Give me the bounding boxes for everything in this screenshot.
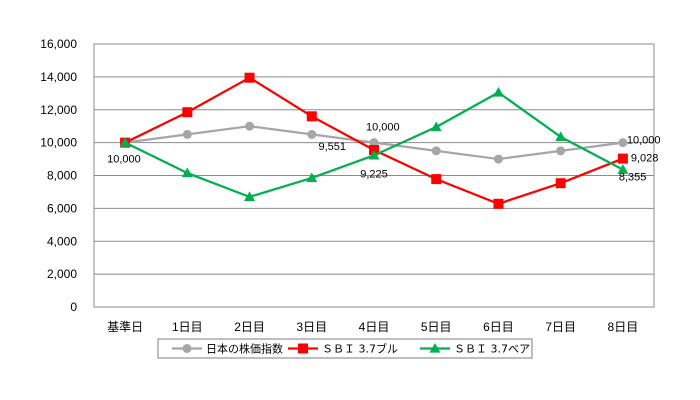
y-tick-label: 6,000 bbox=[47, 201, 77, 215]
legend-swatch-marker bbox=[429, 343, 441, 353]
data-point bbox=[618, 138, 628, 148]
data-point bbox=[555, 178, 566, 189]
data-label: 10,000 bbox=[107, 154, 141, 166]
legend-label: ＳＢＩ 3.7ベア bbox=[454, 343, 530, 356]
data-point bbox=[493, 198, 504, 209]
y-tick-label: 10,000 bbox=[40, 136, 77, 150]
legend-swatch-marker bbox=[182, 344, 192, 353]
data-point bbox=[119, 137, 131, 147]
data-point bbox=[617, 153, 628, 164]
data-point bbox=[182, 129, 192, 139]
legend-box bbox=[157, 338, 533, 359]
data-point bbox=[244, 191, 256, 201]
data-point bbox=[431, 174, 442, 185]
data-label: 8,355 bbox=[619, 172, 647, 184]
y-tick-label: 16,000 bbox=[40, 37, 77, 51]
data-label: 9,551 bbox=[318, 141, 346, 153]
y-tick-label: 8,000 bbox=[47, 169, 77, 183]
data-point bbox=[181, 167, 193, 178]
data-point bbox=[307, 129, 317, 139]
legend-label: ＳＢＩ 3.7ブル bbox=[322, 342, 398, 356]
data-point bbox=[306, 172, 318, 183]
data-label: 9,028 bbox=[631, 153, 659, 165]
data-point bbox=[556, 146, 566, 156]
y-tick-label: 0 bbox=[70, 300, 77, 314]
data-point bbox=[555, 131, 567, 141]
data-point bbox=[431, 146, 441, 156]
data-point bbox=[492, 86, 504, 97]
data-point bbox=[244, 72, 255, 83]
x-tick-label: 6日目 bbox=[483, 320, 514, 334]
legend-swatch-marker bbox=[298, 343, 308, 354]
x-tick-label: 2日目 bbox=[234, 320, 265, 334]
data-point bbox=[245, 121, 255, 131]
x-tick-label: 5日目 bbox=[421, 320, 452, 334]
data-point bbox=[493, 154, 503, 164]
x-tick-label: 4日目 bbox=[359, 320, 390, 334]
x-tick-label: 基準日 bbox=[107, 319, 143, 334]
data-label: 10,000 bbox=[366, 122, 400, 134]
legend-label: 日本の株価指数 bbox=[206, 342, 283, 356]
y-tick-label: 4,000 bbox=[47, 234, 77, 248]
data-point bbox=[369, 138, 379, 148]
data-point bbox=[617, 164, 629, 174]
x-tick-label: 8日目 bbox=[608, 320, 639, 334]
x-tick-label: 7日目 bbox=[545, 320, 576, 334]
data-point bbox=[368, 149, 380, 160]
data-label: 10,000 bbox=[627, 135, 661, 147]
data-point bbox=[306, 111, 317, 122]
data-point bbox=[430, 121, 442, 132]
y-tick-label: 2,000 bbox=[47, 267, 77, 281]
data-point bbox=[182, 107, 193, 118]
data-label: 9,225 bbox=[360, 168, 388, 180]
x-tick-label: 1日目 bbox=[172, 320, 203, 334]
y-tick-label: 12,000 bbox=[40, 103, 77, 117]
x-tick-label: 3日目 bbox=[296, 320, 327, 334]
y-tick-label: 14,000 bbox=[40, 70, 77, 84]
